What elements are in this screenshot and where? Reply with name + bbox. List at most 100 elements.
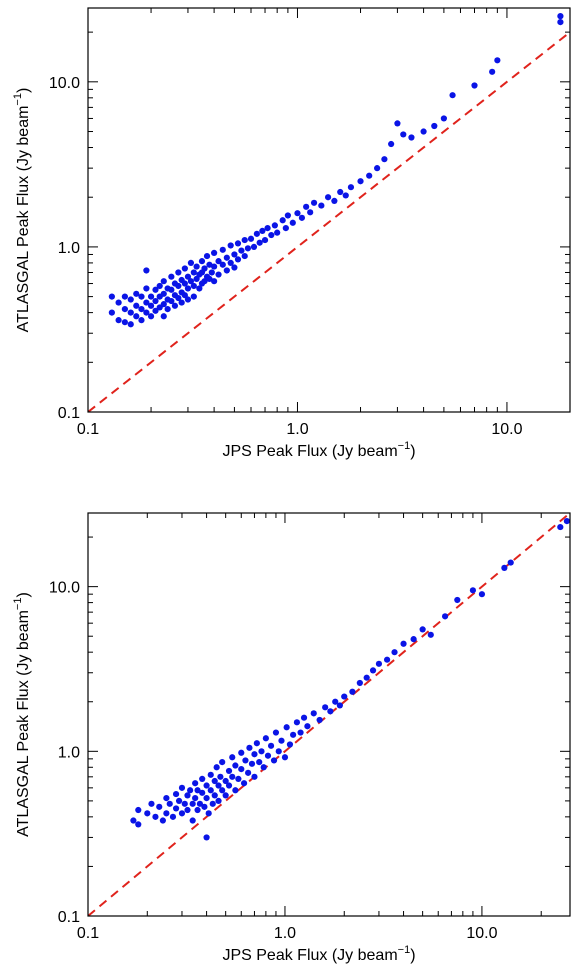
data-point <box>242 757 249 764</box>
data-point <box>127 321 134 328</box>
data-point <box>178 299 185 306</box>
data-point <box>147 293 155 300</box>
plot-frame <box>87 7 571 413</box>
data-point <box>163 810 170 817</box>
data-point <box>281 754 289 761</box>
data-point <box>557 523 564 531</box>
y-axis-title: ATLASGAL Peak Flux (Jy beam−1) <box>12 88 32 333</box>
data-point <box>160 301 167 308</box>
y-tick-label: 10.0 <box>49 75 80 92</box>
data-point <box>283 724 290 731</box>
data-point <box>206 261 213 268</box>
data-point <box>307 209 314 216</box>
data-point <box>284 212 291 219</box>
data-point <box>160 290 167 297</box>
data-point <box>115 299 122 306</box>
data-point <box>244 245 252 252</box>
data-point <box>199 789 206 796</box>
data-point <box>144 810 151 817</box>
data-point <box>207 787 214 794</box>
data-point <box>178 810 186 817</box>
data-point <box>127 296 134 303</box>
data-point <box>431 122 438 130</box>
data-point <box>369 667 377 674</box>
data-point <box>133 290 140 297</box>
data-point <box>507 559 514 566</box>
y-tick-label: 0.1 <box>58 405 80 422</box>
data-point <box>400 640 407 647</box>
scatter-points <box>108 13 564 328</box>
data-point <box>253 230 260 237</box>
data-point <box>298 214 306 221</box>
data-point <box>297 729 304 736</box>
data-point <box>219 261 226 268</box>
data-point <box>223 267 230 274</box>
data-point <box>196 285 203 292</box>
data-point <box>381 156 388 163</box>
data-point <box>289 219 296 226</box>
data-point <box>441 613 449 620</box>
data-point <box>251 773 258 780</box>
data-point <box>175 797 183 804</box>
data-point <box>211 278 218 285</box>
data-point <box>240 780 248 787</box>
data-point <box>166 800 173 807</box>
data-point <box>300 714 308 721</box>
data-point <box>152 297 159 305</box>
data-point <box>238 765 245 773</box>
data-point <box>248 760 256 767</box>
data-point <box>175 269 182 276</box>
data-point <box>209 800 216 807</box>
data-point <box>227 259 234 267</box>
data-point <box>168 297 175 305</box>
data-point <box>138 293 145 300</box>
data-point <box>469 587 477 594</box>
data-point <box>184 806 191 814</box>
data-point <box>331 197 338 204</box>
data-point <box>203 782 210 789</box>
data-point <box>187 259 195 267</box>
data-point <box>190 269 197 276</box>
data-point <box>203 252 211 260</box>
data-point <box>189 800 196 807</box>
data-point <box>194 787 201 794</box>
data-point <box>143 285 150 292</box>
data-point <box>152 286 159 293</box>
data-point <box>201 265 208 272</box>
data-point <box>215 782 222 789</box>
data-point <box>454 596 461 604</box>
data-point <box>138 317 145 324</box>
data-point <box>152 813 159 820</box>
data-point <box>201 803 208 810</box>
data-point <box>232 762 239 769</box>
data-point <box>270 757 278 764</box>
x-axis-title: JPS Peak Flux (Jy beam−1) <box>222 440 415 460</box>
data-point <box>143 299 150 306</box>
scatter-points <box>130 518 570 841</box>
data-point <box>241 236 248 244</box>
data-point <box>337 188 344 196</box>
data-point <box>247 235 255 242</box>
data-point <box>374 165 381 172</box>
data-point <box>222 777 229 785</box>
data-point <box>294 210 301 217</box>
data-point <box>341 693 348 700</box>
data-point <box>175 294 182 302</box>
data-point <box>156 803 163 810</box>
y-tick-label: 1.0 <box>58 744 80 761</box>
data-point <box>147 302 155 309</box>
x-axis-title: JPS Peak Flux (Jy beam−1) <box>222 944 415 964</box>
data-point <box>196 800 204 807</box>
data-point <box>203 794 210 802</box>
data-point <box>178 784 186 791</box>
data-point <box>184 296 192 303</box>
x-tick-label: 0.1 <box>77 925 99 942</box>
data-point <box>130 817 137 824</box>
data-point <box>203 834 210 841</box>
data-point <box>557 19 564 26</box>
data-point <box>419 626 426 633</box>
data-point <box>260 764 267 771</box>
data-point <box>363 674 370 681</box>
data-point <box>225 782 233 789</box>
